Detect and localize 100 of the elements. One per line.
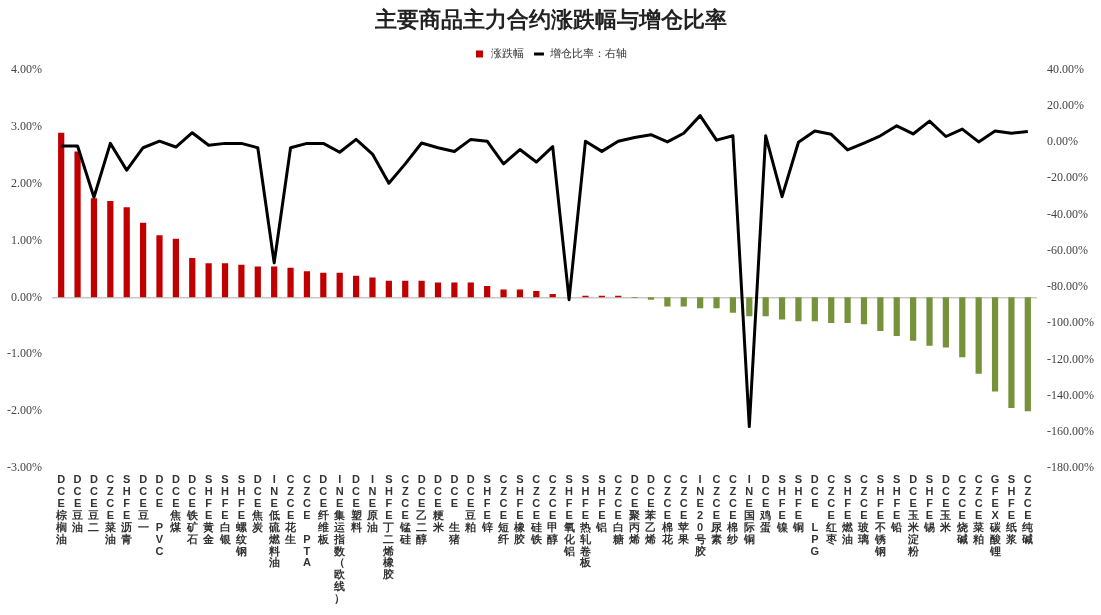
x-tick-label: DCE苯乙烯 bbox=[644, 473, 658, 545]
y2-tick-label: -120.00% bbox=[1047, 351, 1095, 366]
bar bbox=[303, 271, 311, 298]
y2-tick-label: -180.00% bbox=[1047, 460, 1095, 475]
bar bbox=[123, 207, 130, 298]
bar bbox=[729, 297, 737, 313]
x-tick-label: SHFE锌 bbox=[480, 473, 493, 533]
x-tick-label: CZCE棉纱 bbox=[726, 473, 740, 545]
x-tick-label: DCE纤维板 bbox=[316, 473, 330, 545]
bar bbox=[385, 280, 392, 298]
y-tick-label: -2.00% bbox=[6, 403, 42, 418]
bar bbox=[484, 285, 491, 298]
chart-title: 主要商品主力合约涨跌幅与增仓比率 bbox=[373, 6, 727, 32]
x-tick-label: SHFE锡 bbox=[923, 473, 936, 533]
x-tick-label: DCE焦煤 bbox=[169, 473, 183, 533]
y2-tick-label: -160.00% bbox=[1047, 424, 1095, 439]
x-tick-label: DCE塑料 bbox=[349, 473, 362, 533]
bar bbox=[254, 266, 261, 298]
x-tick-label: SHFE橡胶 bbox=[513, 473, 527, 545]
legend-label: 增仓比率：右轴 bbox=[549, 46, 627, 59]
bar bbox=[1008, 297, 1015, 408]
bar bbox=[58, 132, 65, 298]
bar bbox=[795, 297, 802, 322]
y2-tick-label: 40.00% bbox=[1047, 61, 1085, 76]
bar bbox=[926, 297, 933, 346]
bar bbox=[451, 282, 458, 298]
x-tick-label: CZCE纯碱 bbox=[1021, 473, 1034, 545]
bar bbox=[467, 282, 474, 298]
x-tick-label: SHFE铅 bbox=[890, 473, 903, 533]
y-tick-label: 4.00% bbox=[10, 61, 42, 76]
x-tick-label: SHFE纸浆 bbox=[1004, 473, 1017, 545]
x-tick-label: DCE玉米 bbox=[939, 473, 953, 533]
x-tick-label: DCE豆油 bbox=[71, 473, 84, 533]
x-tick-label: CZCE PTA bbox=[302, 473, 311, 569]
y2-tick-label: -140.00% bbox=[1047, 387, 1095, 402]
bar bbox=[336, 272, 343, 298]
x-tick-label: SHFE螺纹钢 bbox=[234, 473, 248, 557]
x-tick-label: CZCE花生 bbox=[284, 473, 298, 545]
x-tick-label: SHFE氧化铝 bbox=[562, 473, 576, 557]
bar bbox=[500, 289, 507, 298]
y-tick-label: -3.00% bbox=[6, 460, 42, 475]
y2-tick-label: -40.00% bbox=[1047, 206, 1089, 221]
bar bbox=[287, 267, 294, 298]
bar bbox=[205, 263, 212, 298]
x-tick-label: CZCE红枣 bbox=[824, 473, 837, 545]
x-tick-label: CZCE烧碱 bbox=[955, 473, 968, 545]
bar bbox=[860, 297, 868, 325]
x-tick-label: DCE豆粕 bbox=[464, 473, 477, 533]
bar bbox=[910, 297, 917, 341]
bar bbox=[238, 264, 245, 298]
x-tick-label: DCE焦炭 bbox=[251, 473, 265, 534]
y-tick-label: 3.00% bbox=[10, 118, 42, 133]
bar bbox=[975, 297, 982, 374]
bar bbox=[172, 238, 179, 298]
y2-tick-label: -60.00% bbox=[1047, 242, 1089, 257]
bar bbox=[418, 280, 425, 298]
x-tick-label: DCE乙二醇 bbox=[416, 473, 428, 545]
bar bbox=[991, 297, 999, 392]
x-tick-label: DCE棕榈油 bbox=[54, 473, 67, 545]
bar bbox=[680, 297, 687, 307]
x-tick-label: CZCE硅铁 bbox=[529, 473, 543, 545]
bar bbox=[139, 222, 147, 298]
bar bbox=[647, 297, 655, 300]
bar bbox=[844, 297, 851, 323]
x-tick-label: SHFE白银 bbox=[218, 473, 232, 545]
x-tick-label: DCE铁矿石 bbox=[185, 473, 199, 545]
bar bbox=[516, 289, 524, 298]
bar bbox=[959, 297, 966, 358]
category-label: INE集运指数（欧线） bbox=[334, 473, 346, 605]
y2-tick-label: 0.00% bbox=[1047, 134, 1079, 149]
bar bbox=[746, 297, 753, 317]
bar bbox=[811, 297, 818, 322]
x-tick-label: CZCE白糖 bbox=[611, 473, 624, 545]
x-tick-label: GFEX碳酸锂 bbox=[988, 473, 1002, 557]
y-tick-label: -1.00% bbox=[6, 346, 42, 361]
bar bbox=[434, 282, 442, 298]
bar bbox=[369, 277, 376, 298]
bar bbox=[1024, 297, 1031, 412]
x-tick-label: INE原油 bbox=[365, 473, 378, 533]
x-tick-label: SHFE镍 bbox=[775, 473, 789, 533]
bar bbox=[74, 151, 81, 298]
bar bbox=[762, 297, 769, 317]
x-tick-label: CZCE棉花 bbox=[660, 473, 674, 545]
x-tick-label: DCE聚丙烯 bbox=[628, 473, 641, 545]
y-tick-label: 2.00% bbox=[10, 175, 42, 190]
x-tick-label: DCE豆一 bbox=[136, 473, 149, 533]
x-tick-label: DCE LPG bbox=[810, 473, 820, 557]
bar bbox=[189, 258, 196, 298]
x-tick-label: CZCE锰硅 bbox=[398, 473, 411, 545]
x-tick-label: DCE 生猪 bbox=[447, 473, 460, 545]
x-tick-label: SHFE铝 bbox=[595, 473, 608, 533]
bar bbox=[107, 201, 114, 298]
y-tick-label: 0.00% bbox=[10, 289, 42, 304]
y2-tick-label: -20.00% bbox=[1047, 170, 1089, 185]
y2-tick-label: -80.00% bbox=[1047, 279, 1089, 294]
x-tick-label: DCE玉米淀粉 bbox=[906, 473, 920, 557]
legend-label: 涨跌幅 bbox=[490, 46, 524, 59]
x-tick-label: SHFE燃油 bbox=[841, 473, 855, 545]
bar bbox=[664, 297, 671, 307]
bar bbox=[90, 198, 98, 298]
